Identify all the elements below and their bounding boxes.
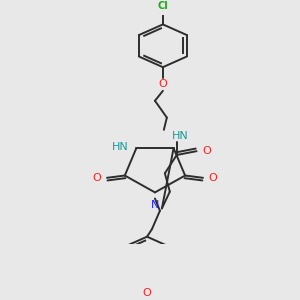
Text: O: O bbox=[143, 288, 152, 298]
Text: N: N bbox=[151, 200, 159, 210]
Text: O: O bbox=[202, 146, 211, 156]
Text: HN: HN bbox=[112, 142, 128, 152]
Text: HN: HN bbox=[172, 131, 188, 141]
Text: O: O bbox=[93, 173, 101, 183]
Text: Cl: Cl bbox=[158, 2, 168, 11]
Text: O: O bbox=[158, 79, 167, 89]
Text: O: O bbox=[208, 173, 217, 183]
